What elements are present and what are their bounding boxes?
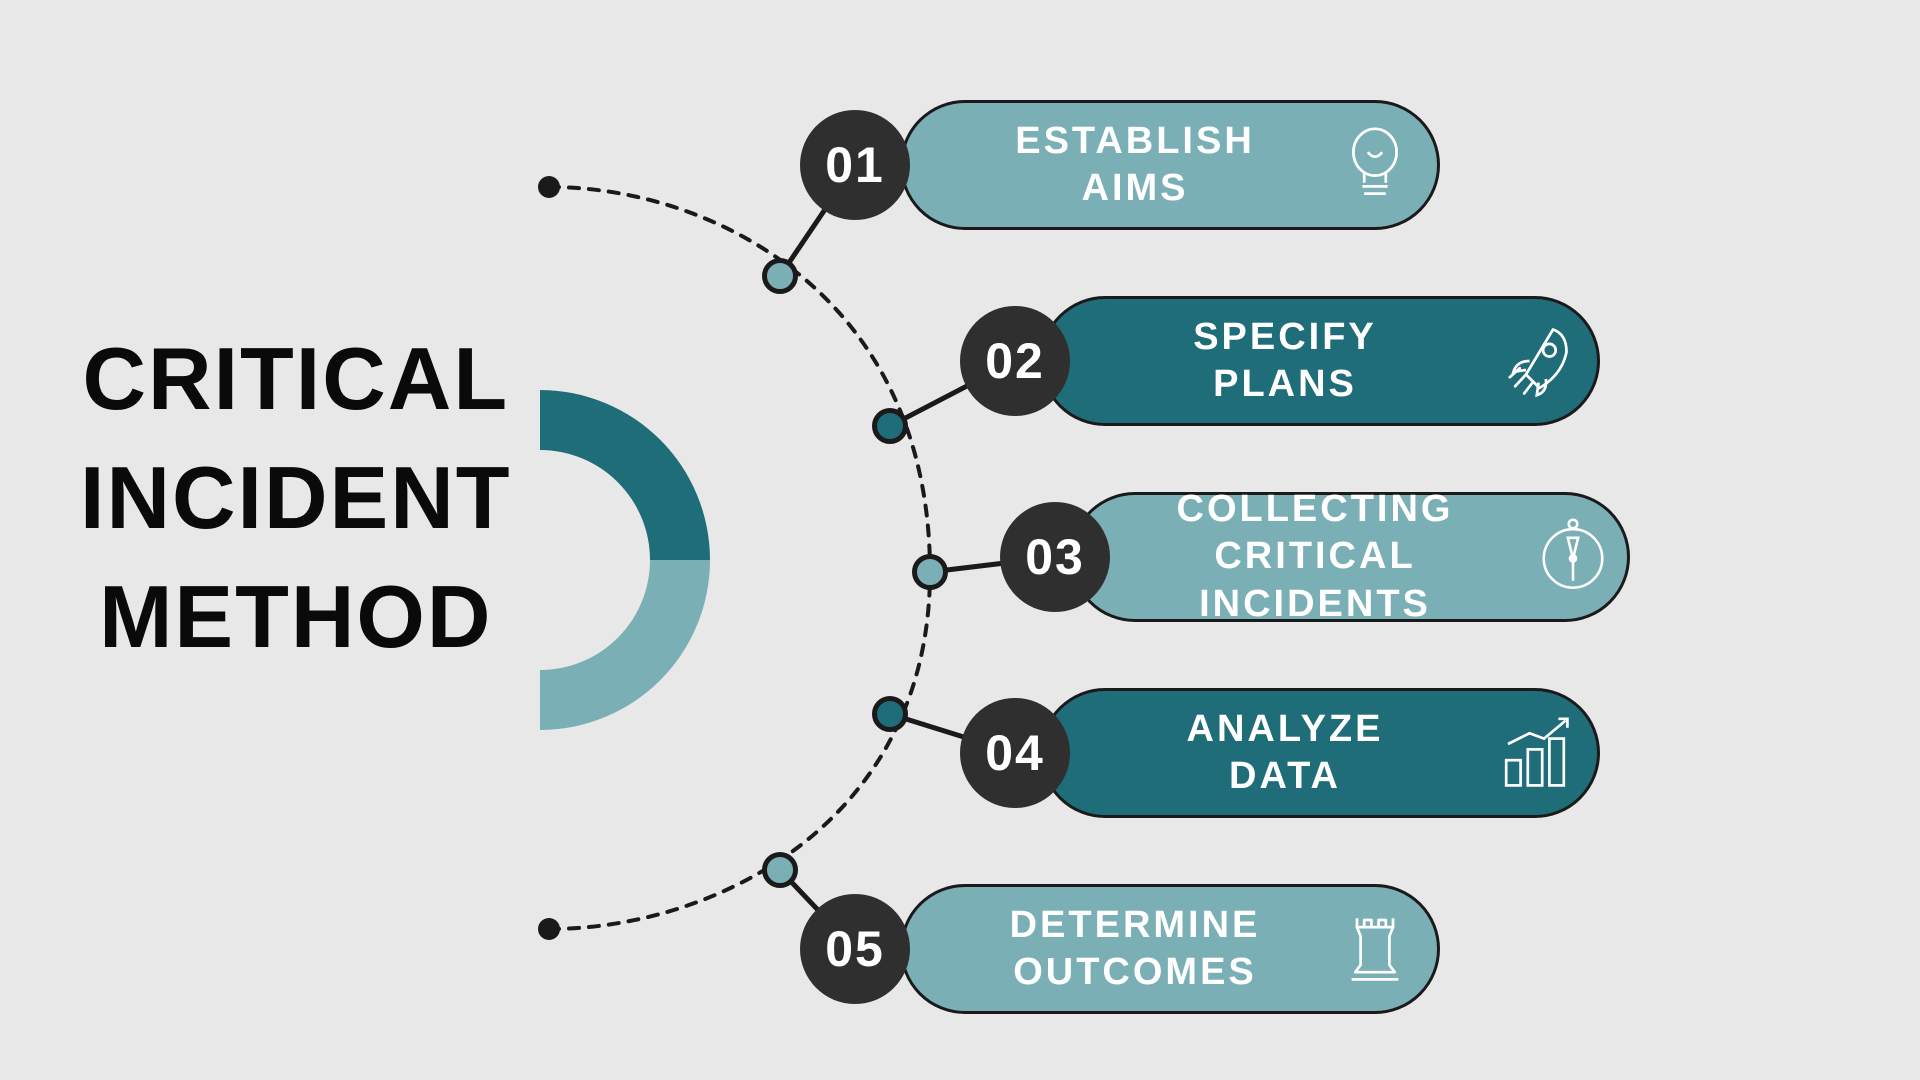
rook-icon: [1330, 902, 1420, 992]
step-number-circle: 05: [800, 894, 910, 1004]
title-line-3: METHOD: [80, 558, 512, 677]
path-end-dot: [538, 176, 560, 198]
connector-node: [762, 258, 798, 294]
connector-node: [872, 408, 908, 444]
compass-icon: [1530, 512, 1616, 598]
step-label: SPECIFYPLANS: [1193, 314, 1377, 409]
chart-icon: [1490, 708, 1580, 798]
step-label: COLLECTINGCRITICAL INCIDENTS: [1113, 486, 1517, 629]
step-label: ESTABLISHAIMS: [1015, 118, 1255, 213]
connector-node: [912, 554, 948, 590]
step-label: ANALYZEDATA: [1187, 706, 1384, 801]
lightbulb-icon: [1330, 118, 1420, 208]
step-number-circle: 02: [960, 306, 1070, 416]
step-number-circle: 04: [960, 698, 1070, 808]
step-label: DETERMINEOUTCOMES: [1010, 902, 1261, 997]
main-title: CRITICAL INCIDENT METHOD: [80, 320, 512, 676]
half-donut-arc: [520, 320, 780, 800]
connector-node: [762, 852, 798, 888]
title-line-1: CRITICAL: [80, 320, 512, 439]
step-number-circle: 01: [800, 110, 910, 220]
step-number-circle: 03: [1000, 502, 1110, 612]
path-end-dot: [538, 918, 560, 940]
connector-node: [872, 696, 908, 732]
rocket-icon: [1490, 316, 1580, 406]
title-line-2: INCIDENT: [80, 439, 512, 558]
